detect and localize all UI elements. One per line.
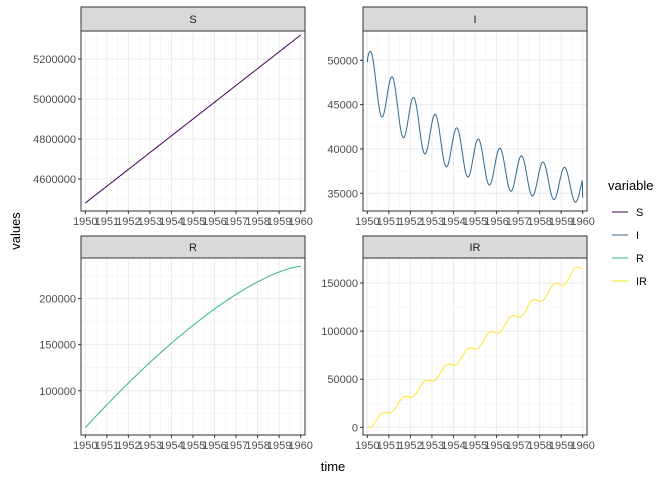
x-tick-label: 1956 <box>202 440 226 452</box>
x-tick-label: 1956 <box>484 440 508 452</box>
y-tick-label: 100000 <box>39 386 76 398</box>
y-tick-label: 40000 <box>327 144 358 156</box>
x-tick-label: 1951 <box>95 440 119 452</box>
x-tick-label: 1957 <box>224 216 248 228</box>
facet-label: I <box>473 14 476 26</box>
x-tick-label: 1956 <box>202 216 226 228</box>
legend-item-i: I <box>612 230 639 242</box>
x-tick-label: 1959 <box>267 216 291 228</box>
y-tick-label: 50000 <box>327 374 358 386</box>
y-tick-label: 35000 <box>327 188 358 200</box>
legend-label: I <box>636 230 639 242</box>
x-tick-label: 1955 <box>181 440 205 452</box>
series-line-s <box>85 34 301 204</box>
x-tick-label: 1953 <box>420 440 444 452</box>
x-tick-label: 1958 <box>527 440 551 452</box>
panel-ir: IR19501951195219531954195519561957195819… <box>321 235 595 452</box>
legend-item-ir: IR <box>612 276 647 288</box>
y-tick-label: 150000 <box>39 340 76 352</box>
panel-i: I 195019511952195319541955195619571958195… <box>327 6 595 228</box>
x-tick-label: 1952 <box>398 216 422 228</box>
x-tick-label: 1952 <box>116 440 140 452</box>
x-axis-title: time <box>321 459 346 474</box>
y-tick-label: 200000 <box>39 294 76 306</box>
series-line-ir <box>367 266 583 428</box>
x-tick-label: 1954 <box>441 440 465 452</box>
x-tick-label: 1960 <box>288 216 312 228</box>
x-tick-label: 1956 <box>484 216 508 228</box>
x-tick-label: 1957 <box>506 440 530 452</box>
x-tick-label: 1954 <box>159 216 183 228</box>
series-line-r <box>84 265 301 428</box>
x-tick-label: 1959 <box>549 216 573 228</box>
x-tick-label: 1955 <box>181 216 205 228</box>
y-tick-label: 4600000 <box>33 174 76 186</box>
facet-strip <box>362 6 588 32</box>
x-tick-label: 1950 <box>355 440 379 452</box>
facet-label: R <box>189 242 197 254</box>
x-tick-label: 1957 <box>224 440 248 452</box>
y-tick-label: 45000 <box>327 100 358 112</box>
y-tick-label: 4800000 <box>33 134 76 146</box>
x-tick-label: 1960 <box>570 216 594 228</box>
x-tick-label: 1960 <box>288 440 312 452</box>
legend-label: R <box>636 253 644 265</box>
x-tick-label: 1959 <box>267 440 291 452</box>
legend-label: IR <box>636 276 647 288</box>
facet-label: S <box>189 14 196 26</box>
x-tick-label: 1953 <box>138 440 162 452</box>
x-tick-label: 1952 <box>116 216 140 228</box>
x-tick-label: 1951 <box>377 440 401 452</box>
x-tick-label: 1958 <box>245 216 269 228</box>
x-tick-label: 1955 <box>463 216 487 228</box>
x-tick-label: 1952 <box>398 440 422 452</box>
x-tick-label: 1958 <box>527 216 551 228</box>
x-tick-label: 1951 <box>377 216 401 228</box>
series-line-i <box>366 50 584 203</box>
x-tick-label: 1954 <box>441 216 465 228</box>
y-tick-label: 5000000 <box>33 94 76 106</box>
x-tick-label: 1955 <box>463 440 487 452</box>
y-tick-label: 50000 <box>327 55 358 67</box>
legend-item-r: R <box>612 253 644 265</box>
legend-label: S <box>636 207 643 219</box>
x-tick-label: 1951 <box>95 216 119 228</box>
x-tick-label: 1958 <box>245 440 269 452</box>
x-tick-label: 1959 <box>549 440 573 452</box>
x-tick-label: 1960 <box>570 440 594 452</box>
y-tick-label: 100000 <box>321 326 358 338</box>
y-tick-label: 150000 <box>321 278 358 290</box>
legend-item-s: S <box>612 207 643 219</box>
facet-label: IR <box>470 242 481 254</box>
x-tick-label: 1950 <box>355 216 379 228</box>
x-tick-label: 1950 <box>73 216 97 228</box>
x-tick-label: 1953 <box>420 216 444 228</box>
panel-r: R 195019511952195319541955195619571958195… <box>39 235 313 452</box>
y-tick-label: 0 <box>352 422 358 434</box>
panel-s: S 195019511952195319541955195619571958195… <box>33 6 313 228</box>
facet-strip <box>80 6 306 32</box>
y-tick-label: 5200000 <box>33 54 76 66</box>
y-axis-title: values <box>8 212 23 250</box>
x-tick-label: 1950 <box>73 440 97 452</box>
x-tick-label: 1957 <box>506 216 530 228</box>
x-tick-label: 1953 <box>138 216 162 228</box>
legend-title: variable <box>608 178 654 193</box>
x-tick-label: 1954 <box>159 440 183 452</box>
